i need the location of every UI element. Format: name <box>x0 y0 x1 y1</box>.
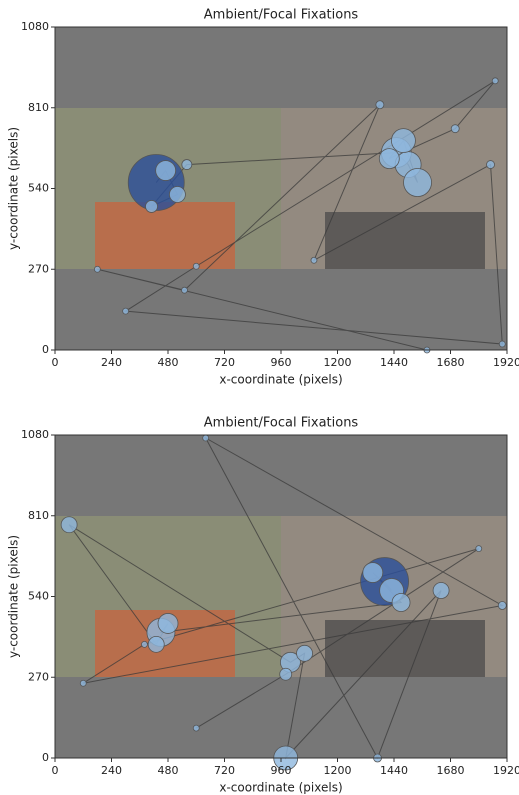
x-tick-label: 240 <box>101 764 122 777</box>
y-tick-label: 270 <box>28 670 49 683</box>
figure: Ambient/Focal Fixations x-coordinate (pix… <box>0 0 519 795</box>
y-tick-label: 0 <box>42 751 49 764</box>
fixation <box>476 546 482 552</box>
fixation <box>391 129 415 153</box>
fixation <box>94 266 100 272</box>
x-tick-label: 960 <box>271 356 292 369</box>
x-tick-label: 960 <box>271 764 292 777</box>
fixation <box>169 186 185 202</box>
fixation <box>499 341 505 347</box>
y-tick-label: 1080 <box>21 428 49 441</box>
fixation <box>280 668 292 680</box>
video-right-shirt <box>325 620 485 677</box>
y-tick-label: 1080 <box>21 20 49 33</box>
fixation <box>404 169 432 197</box>
fixation <box>158 613 178 633</box>
y-tick-label: 0 <box>42 343 49 356</box>
fixation <box>376 101 384 109</box>
chart-title: Ambient/Focal Fixations <box>204 416 359 431</box>
x-tick-label: 1440 <box>380 356 408 369</box>
x-tick-label: 1920 <box>493 764 519 777</box>
x-tick-label: 1680 <box>437 356 465 369</box>
x-tick-label: 1680 <box>437 764 465 777</box>
y-tick-label: 270 <box>28 262 49 275</box>
fixation <box>392 593 410 611</box>
x-tick-label: 720 <box>214 356 235 369</box>
fixation <box>181 287 187 293</box>
video-right-shirt <box>325 212 485 269</box>
x-tick-label: 1920 <box>493 356 519 369</box>
fixation <box>61 517 77 533</box>
fixation <box>156 161 176 181</box>
fixation <box>363 563 383 583</box>
x-tick-label: 1200 <box>324 764 352 777</box>
chart-title: Ambient/Focal Fixations <box>204 8 359 23</box>
fixation <box>498 601 506 609</box>
fixation <box>487 161 495 169</box>
x-tick-label: 720 <box>214 764 235 777</box>
x-axis-label: x-coordinate (pixels) <box>219 781 342 795</box>
fixation <box>203 435 209 441</box>
x-tick-label: 1200 <box>324 356 352 369</box>
fixation <box>182 160 192 170</box>
fixation <box>146 200 158 212</box>
x-tick-label: 1440 <box>380 764 408 777</box>
fixation <box>379 149 399 169</box>
x-tick-label: 480 <box>158 764 179 777</box>
fixation <box>451 125 459 133</box>
page: Ambient/Focal Fixations x-coordinate (pix… <box>0 0 519 795</box>
fixation <box>433 583 449 599</box>
x-tick-label: 0 <box>52 356 59 369</box>
x-axis-label: x-coordinate (pixels) <box>219 373 342 387</box>
y-axis-label: y-coordinate (pixels) <box>7 127 21 250</box>
fixation <box>80 680 86 686</box>
y-tick-label: 810 <box>28 509 49 522</box>
video-left-shirt <box>95 202 235 269</box>
fixation <box>193 263 199 269</box>
fixation <box>148 636 164 652</box>
y-tick-label: 540 <box>28 182 49 195</box>
fixation <box>141 641 147 647</box>
x-tick-label: 240 <box>101 356 122 369</box>
fixation <box>297 645 313 661</box>
x-tick-label: 0 <box>52 764 59 777</box>
fixation <box>193 725 199 731</box>
y-tick-label: 810 <box>28 101 49 114</box>
x-tick-label: 480 <box>158 356 179 369</box>
fixation <box>492 78 498 84</box>
y-tick-label: 540 <box>28 590 49 603</box>
fixation <box>123 308 129 314</box>
fixation <box>311 257 317 263</box>
y-axis-label: y-coordinate (pixels) <box>7 535 21 658</box>
